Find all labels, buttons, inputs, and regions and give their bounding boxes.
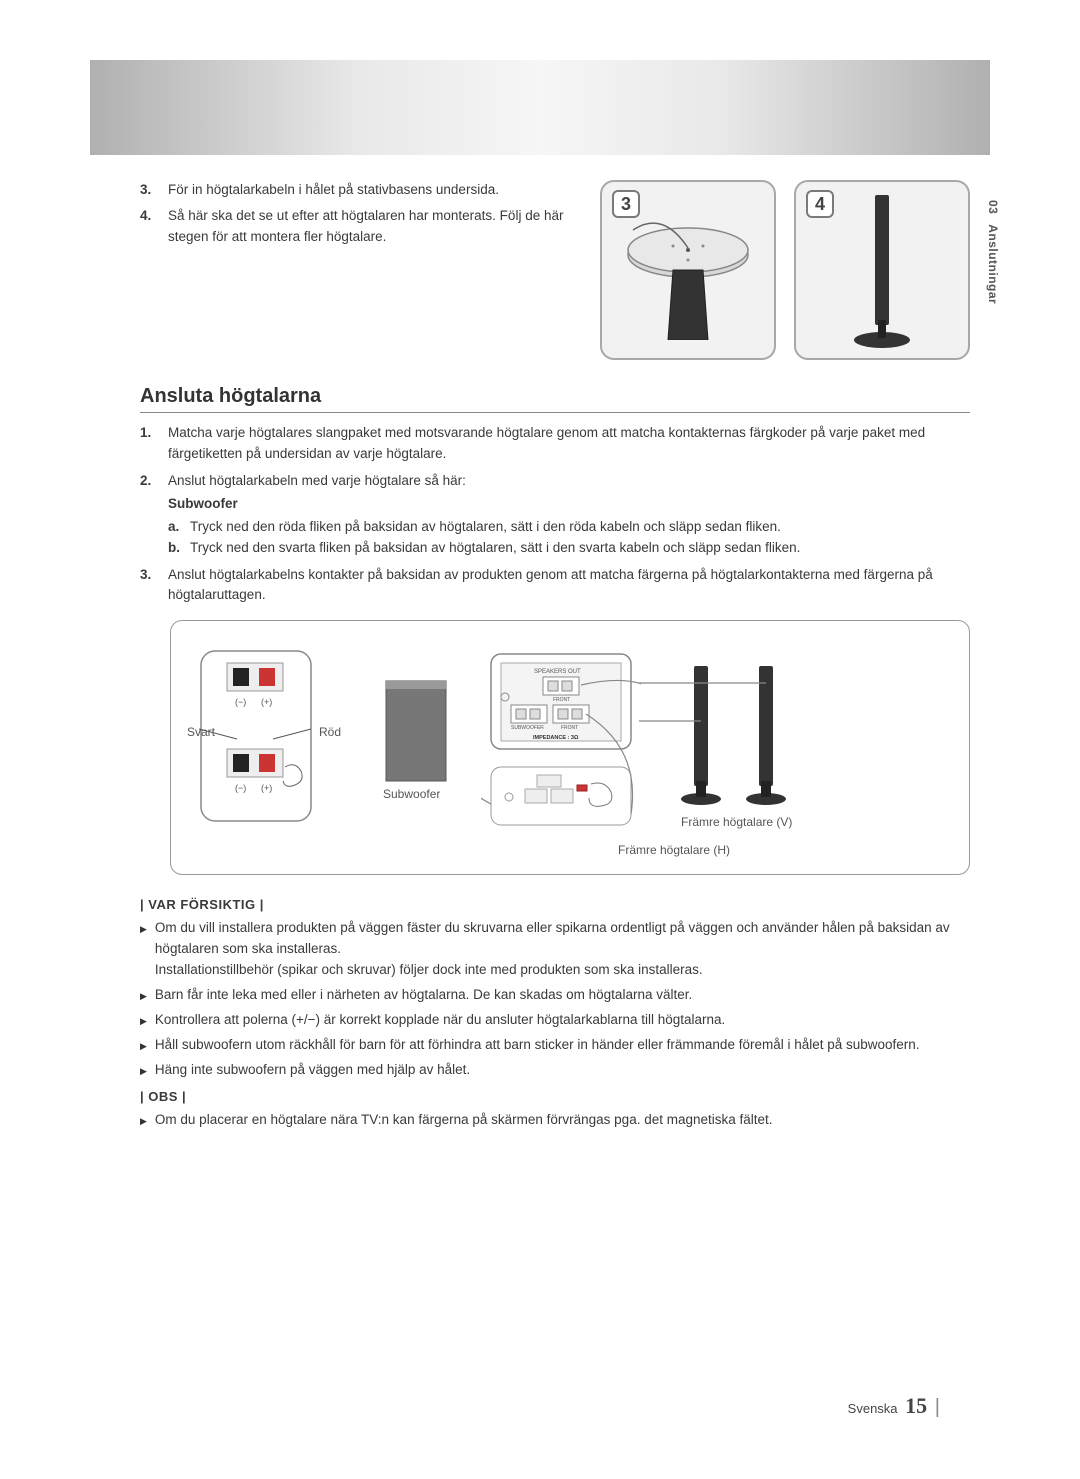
main-step-2: 2. Anslut högtalarkabeln med varje högta… xyxy=(140,471,970,559)
front-left-label: Främre högtalare (V) xyxy=(681,815,792,829)
content: 3. För in högtalarkabeln i hålet på stat… xyxy=(140,180,970,1131)
step-text: För in högtalarkabeln i hålet på stativb… xyxy=(168,180,499,200)
main-step-3: 3. Anslut högtalarkabelns kontakter på b… xyxy=(140,565,970,607)
svg-text:FRONT: FRONT xyxy=(561,725,578,731)
caution-item: Barn får inte leka med eller i närheten … xyxy=(140,985,970,1006)
subwoofer-icon xyxy=(381,676,451,786)
minus-label: (−) xyxy=(235,697,246,707)
footer-pipe: | xyxy=(935,1396,940,1418)
header-gradient xyxy=(90,60,990,155)
caution-text: Om du vill installera produkten på vägge… xyxy=(155,918,970,981)
note-text: Om du placerar en högtalare nära TV:n ka… xyxy=(155,1110,773,1131)
figure-number: 4 xyxy=(806,190,834,218)
subwoofer-label: Subwoofer xyxy=(168,494,800,515)
plus-label: (+) xyxy=(261,697,272,707)
sub-number: b. xyxy=(168,538,184,559)
front-left-speaker-icon xyxy=(676,661,726,811)
note-header: | OBS | xyxy=(140,1089,970,1104)
subwoofer-caption: Subwoofer xyxy=(383,787,440,801)
caution-header: | VAR FÖRSIKTIG | xyxy=(140,897,970,912)
caution-list: Om du vill installera produkten på vägge… xyxy=(140,918,970,1080)
page-footer: Svenska 15 | xyxy=(848,1393,940,1419)
figures: 3 4 xyxy=(600,180,970,360)
sub-step-b: b. Tryck ned den svarta fliken på baksid… xyxy=(168,538,800,559)
main-step-1: 1. Matcha varje högtalares slangpaket me… xyxy=(140,423,970,465)
svg-text:SUBWOOFER: SUBWOOFER xyxy=(511,725,544,731)
caution-item: Håll subwoofern utom räckhåll för barn f… xyxy=(140,1035,970,1056)
footer-lang: Svenska xyxy=(848,1401,898,1416)
speakers-out-label: SPEAKERS OUT xyxy=(534,669,581,675)
top-row: 3. För in högtalarkabeln i hålet på stat… xyxy=(140,180,970,360)
step-content: Anslut högtalarkabeln med varje högtalar… xyxy=(168,471,800,559)
top-steps: 3. För in högtalarkabeln i hålet på stat… xyxy=(140,180,580,360)
section-label: Anslutningar xyxy=(986,224,1000,304)
figure-4: 4 xyxy=(794,180,970,360)
back-panel-icon: SPEAKERS OUT FRONT SUBWOOFER FRONT IMPED… xyxy=(481,649,641,849)
figure-number: 3 xyxy=(612,190,640,218)
step-text: Matcha varje högtalares slangpaket med m… xyxy=(168,423,970,465)
step-number: 3. xyxy=(140,565,158,607)
sub-steps: a. Tryck ned den röda fliken på baksidan… xyxy=(168,517,800,559)
main-steps: 1. Matcha varje högtalares slangpaket me… xyxy=(140,423,970,606)
step-number: 1. xyxy=(140,423,158,465)
note-item: Om du placerar en högtalare nära TV:n ka… xyxy=(140,1110,970,1131)
caution-text: Barn får inte leka med eller i närheten … xyxy=(155,985,692,1006)
sub-text: Tryck ned den röda fliken på baksidan av… xyxy=(190,517,781,538)
caution-text: Håll subwoofern utom räckhåll för barn f… xyxy=(155,1035,920,1056)
side-tab: 03 Anslutningar xyxy=(986,200,1000,304)
step-number: 3. xyxy=(140,180,158,200)
caution-item: Kontrollera att polerna (+/−) är korrekt… xyxy=(140,1010,970,1031)
footer-page-number: 15 xyxy=(905,1393,927,1418)
svg-text:FRONT: FRONT xyxy=(553,697,570,703)
step-text: Anslut högtalarkabelns kontakter på baks… xyxy=(168,565,970,607)
svart-label: Svart xyxy=(187,725,215,739)
section-rule xyxy=(140,412,970,413)
stand-base-icon xyxy=(613,200,763,340)
caution-text: Kontrollera att polerna (+/−) är korrekt… xyxy=(155,1010,725,1031)
terminal-closeup-icon: (−) (+) (−) (+) xyxy=(199,649,329,829)
note-list: Om du placerar en högtalare nära TV:n ka… xyxy=(140,1110,970,1131)
page: 03 Anslutningar 3. För in högtalarkabeln… xyxy=(0,0,1080,1479)
step-4: 4. Så här ska det se ut efter att högtal… xyxy=(140,206,580,247)
sub-step-a: a. Tryck ned den röda fliken på baksidan… xyxy=(168,517,800,538)
step-number: 2. xyxy=(140,471,158,559)
sub-text: Tryck ned den svarta fliken på baksidan … xyxy=(190,538,800,559)
svg-text:(−): (−) xyxy=(235,783,246,793)
sub-number: a. xyxy=(168,517,184,538)
front-right-label: Främre högtalare (H) xyxy=(618,843,730,857)
section-title: Ansluta högtalarna xyxy=(140,385,970,408)
front-right-speaker-icon xyxy=(741,661,791,811)
step-3: 3. För in högtalarkabeln i hålet på stat… xyxy=(140,180,580,200)
svg-text:IMPEDANCE : 3Ω: IMPEDANCE : 3Ω xyxy=(533,735,579,741)
figure-3: 3 xyxy=(600,180,776,360)
caution-text: Häng inte subwoofern på väggen med hjälp… xyxy=(155,1060,470,1081)
rod-label: Röd xyxy=(319,725,341,739)
tower-speaker-icon xyxy=(842,190,922,350)
svg-text:(+): (+) xyxy=(261,783,272,793)
caution-item: Om du vill installera produkten på vägge… xyxy=(140,918,970,981)
section-number: 03 xyxy=(986,200,1000,214)
step-text: Anslut högtalarkabeln med varje högtalar… xyxy=(168,473,466,488)
connection-diagram: (−) (+) (−) (+) Svart Röd Subw xyxy=(170,620,970,875)
step-number: 4. xyxy=(140,206,158,247)
caution-item: Häng inte subwoofern på väggen med hjälp… xyxy=(140,1060,970,1081)
step-text: Så här ska det se ut efter att högtalare… xyxy=(168,206,580,247)
